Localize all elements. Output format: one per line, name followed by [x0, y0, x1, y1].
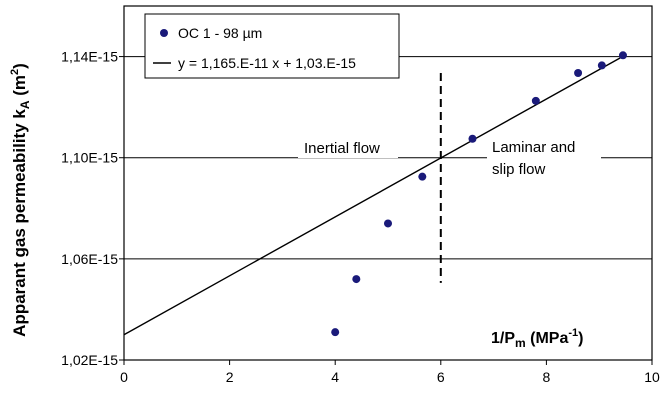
- data-point: [468, 134, 477, 143]
- y-tick-label: 1,14E-15: [61, 49, 118, 65]
- legend-marker-symbol: [160, 29, 168, 37]
- x-axis-title-unit: (MPa: [526, 330, 569, 347]
- x-tick-label: 4: [331, 369, 339, 385]
- annotation-laminar-line2: slip flow: [492, 161, 546, 178]
- annotation-right-bg: [487, 134, 601, 180]
- x-axis-title-main: 1/P: [491, 330, 515, 347]
- y-tick-label: 1,06E-15: [61, 251, 118, 267]
- legend-series-2-label: y = 1,165.E-11 x + 1,03.E-15: [178, 55, 356, 71]
- x-axis-title-close: ): [578, 330, 583, 347]
- y-axis-title-unit: (m: [10, 75, 29, 101]
- data-point: [331, 328, 340, 337]
- y-axis-title-main: Apparant gas permeability k: [10, 109, 29, 337]
- y-tick-label: 1,02E-15: [61, 352, 118, 368]
- x-tick-label: 6: [437, 369, 445, 385]
- y-axis-title-sub: A: [18, 100, 32, 109]
- y-axis-title-close: ): [10, 63, 29, 69]
- legend-series-1-label: OC 1 - 98 µm: [178, 25, 262, 41]
- data-point: [384, 219, 392, 228]
- x-tick-label: 2: [226, 369, 234, 385]
- y-tick-label: 1,10E-15: [61, 150, 118, 166]
- axis-ticks-layer: 1,02E-15 1,06E-15 1,10E-15 1,14E-15 0 2 4 6 8 10: [61, 49, 660, 385]
- annotation-inertial-flow: Inertial flow: [304, 140, 380, 157]
- data-point: [574, 69, 583, 78]
- y-axis-title: Apparant gas permeability kA (m2): [9, 63, 32, 337]
- data-points-layer: [331, 51, 627, 337]
- x-tick-label: 10: [644, 369, 660, 385]
- legend: OC 1 - 98 µm y = 1,165.E-11 x + 1,03.E-1…: [144, 13, 400, 79]
- data-point: [618, 51, 627, 60]
- regression-line: [123, 55, 624, 336]
- data-point: [352, 275, 361, 284]
- annotation-laminar-line1: Laminar and: [492, 139, 575, 156]
- annotation-left-bg: [298, 136, 398, 158]
- x-axis-title: 1/Pm (MPa-1): [491, 327, 583, 350]
- data-point: [531, 96, 540, 105]
- data-point: [597, 61, 606, 70]
- x-axis-title-sup: -1: [568, 327, 578, 339]
- x-tick-label: 8: [543, 369, 551, 385]
- x-axis-title-sub: m: [515, 336, 526, 350]
- legend-box: [144, 13, 400, 79]
- x-tick-label: 0: [120, 369, 128, 385]
- data-point: [418, 172, 427, 181]
- y-axis-title-sup: 2: [9, 69, 21, 75]
- plot-area-frame: [123, 5, 653, 361]
- fit-line-layer: [123, 55, 624, 336]
